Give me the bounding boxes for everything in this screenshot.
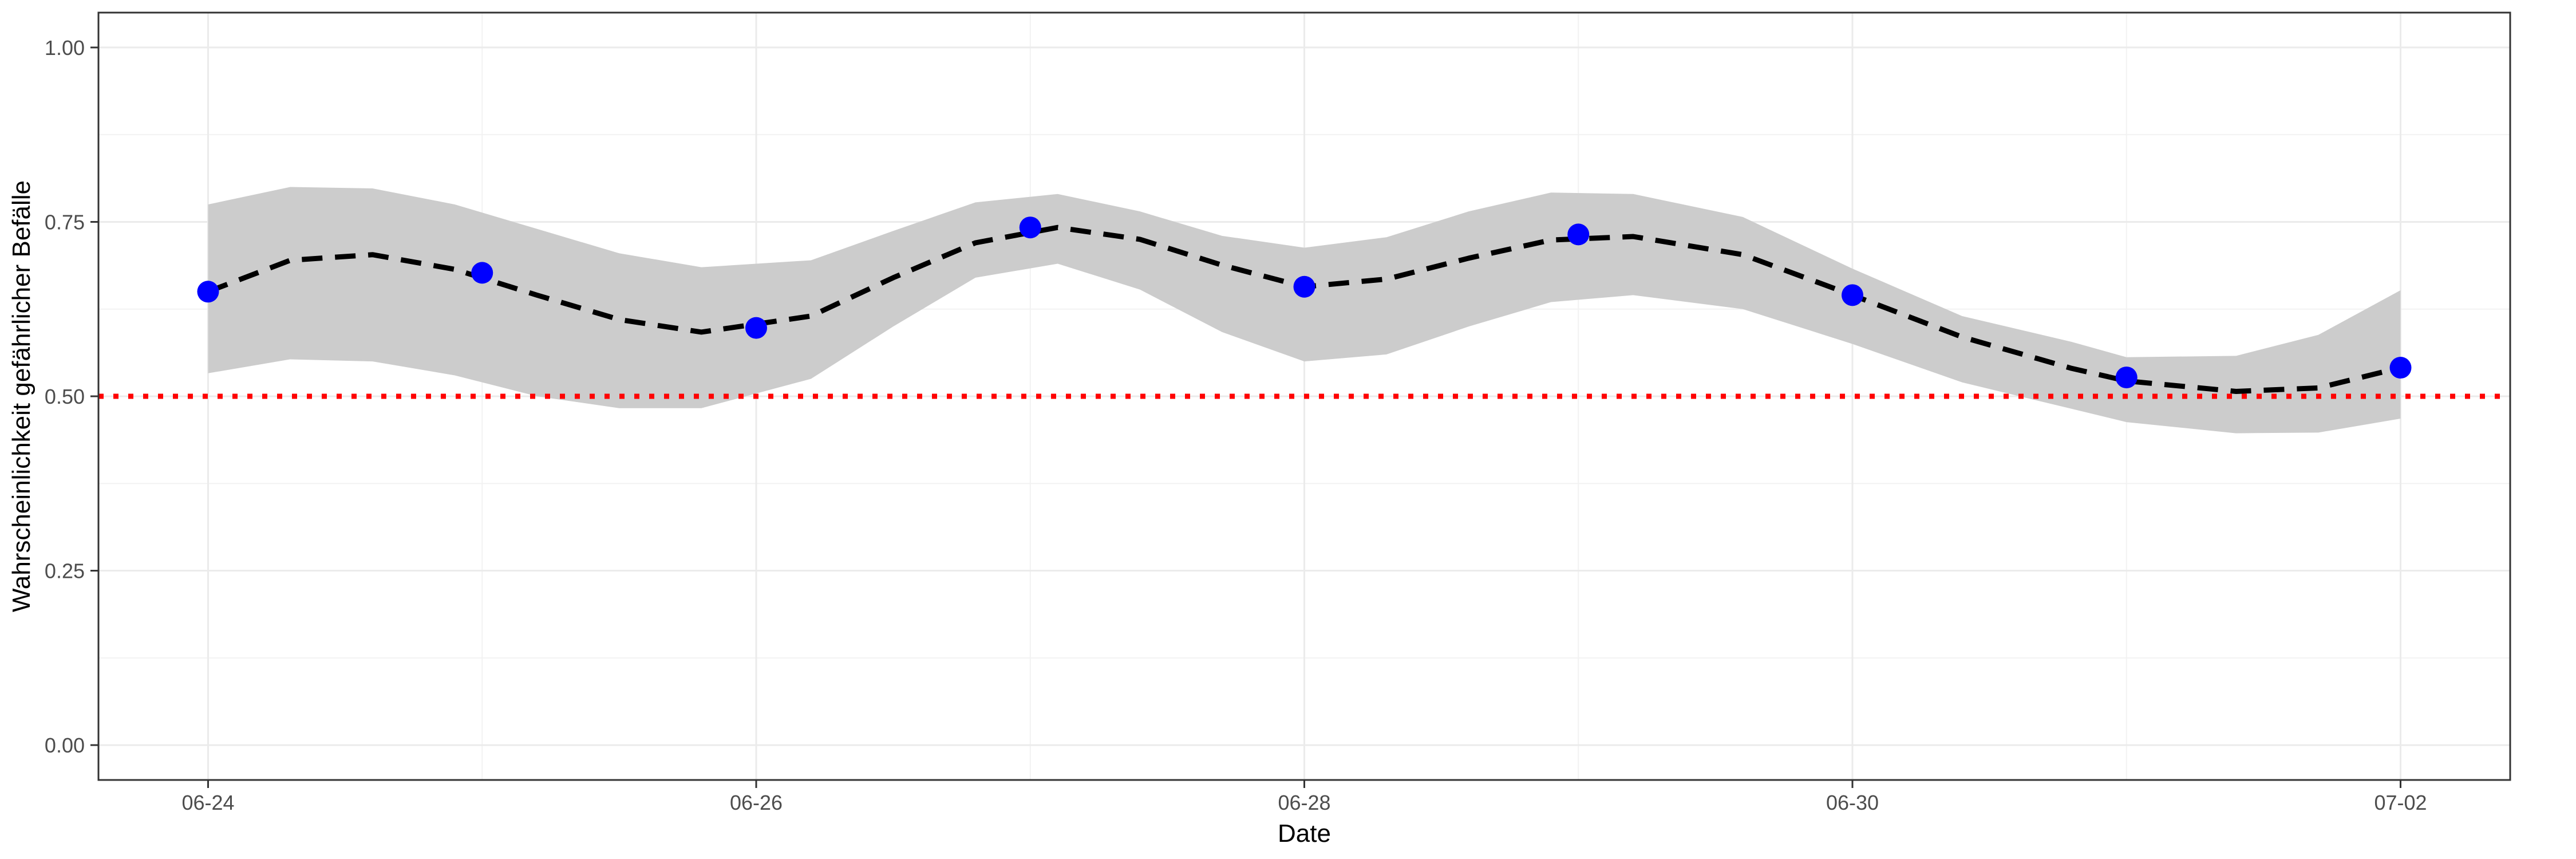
x-axis-ticks: 06-24 06-26 06-28 06-30 07-02: [181, 780, 2427, 814]
y-tick-label: 0.75: [45, 210, 85, 234]
data-point: [197, 281, 219, 303]
data-point: [1567, 223, 1590, 246]
data-point: [1842, 284, 1863, 306]
x-tick-label: 06-24: [181, 791, 234, 814]
y-axis-title: Wahrscheinlichkeit gefährlicher Befälle: [7, 180, 35, 612]
x-tick-label: 07-02: [2374, 791, 2427, 814]
x-tick-label: 06-30: [1826, 791, 1879, 814]
smooth-line-layer: [207, 224, 2401, 394]
y-tick-label: 0.50: [45, 385, 85, 408]
data-points-layer: [197, 216, 2412, 389]
y-tick-label: 0.00: [45, 734, 85, 757]
confidence-band: [208, 187, 2401, 434]
data-point: [1019, 216, 1041, 239]
smooth-line: [207, 224, 2401, 394]
data-point: [471, 262, 493, 284]
y-tick-label: 1.00: [45, 36, 85, 60]
data-point: [2115, 367, 2138, 389]
y-axis-ticks: 0.00 0.25 0.50 0.75 1.00: [45, 36, 98, 757]
data-point: [1293, 275, 1315, 298]
x-tick-label: 06-26: [730, 791, 783, 814]
confidence-band-layer: [208, 187, 2401, 434]
y-tick-label: 0.25: [45, 559, 85, 583]
data-point: [745, 317, 767, 339]
x-axis-title: Date: [1278, 819, 1331, 848]
data-point: [2389, 357, 2412, 379]
x-tick-label: 06-28: [1278, 791, 1330, 814]
